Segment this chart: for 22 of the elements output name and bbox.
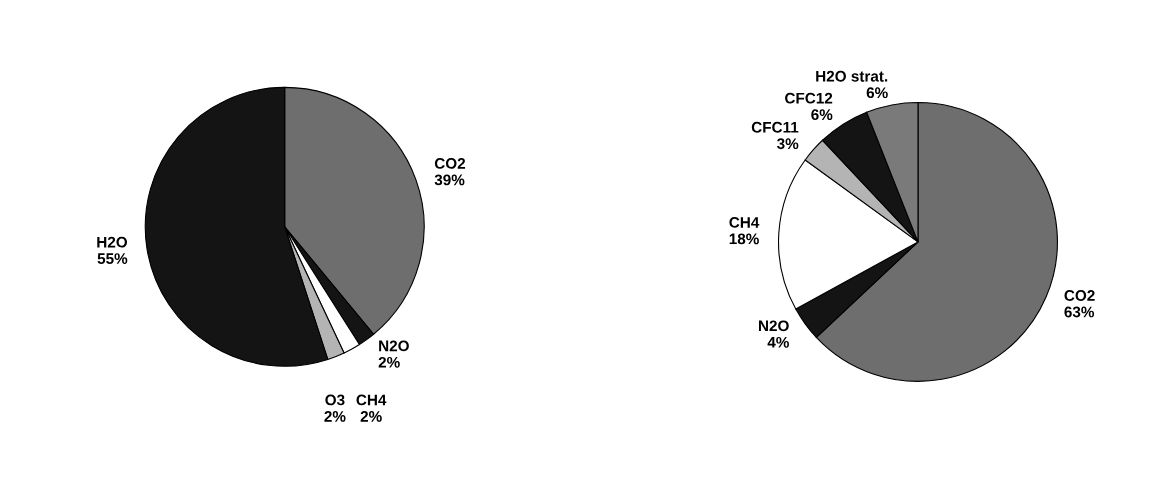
slice-label: CO2 <box>1064 290 1095 301</box>
data-label: 18% <box>729 233 759 245</box>
data-label: 6% <box>811 109 833 121</box>
slice-label: CFC12 <box>785 92 833 104</box>
slice-label: H2O strat. <box>816 70 888 82</box>
data-label: 63% <box>1064 306 1095 318</box>
data-label: 55% <box>97 253 128 264</box>
slice-label: CH4 <box>729 216 760 228</box>
slice-label: CFC11 <box>751 121 799 133</box>
data-label: 2% <box>360 410 382 422</box>
slice-label: CO2 <box>434 158 466 169</box>
data-label: 6% <box>866 87 888 99</box>
data-label: 39% <box>434 174 465 186</box>
data-label: 3% <box>777 138 799 150</box>
slice-label: O3 <box>325 394 345 406</box>
slice-label: CH4 <box>356 394 387 406</box>
data-label: 4% <box>767 336 789 348</box>
slice-label: N2O <box>758 320 789 332</box>
data-label: 2% <box>324 410 346 422</box>
slice-label: H2O <box>97 236 128 248</box>
data-label: 2% <box>378 356 400 368</box>
slice-label: N2O <box>379 340 409 352</box>
